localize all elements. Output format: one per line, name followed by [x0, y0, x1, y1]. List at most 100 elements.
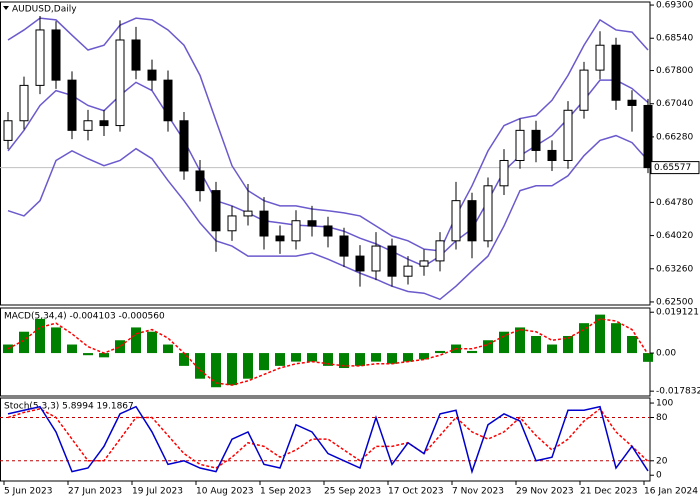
macd-bar [227, 353, 237, 386]
macd-bar [467, 350, 477, 354]
y-tick-label: 0.66280 [656, 132, 693, 142]
x-tick-label: 1 Sep 2023 [260, 487, 311, 497]
y-tick-label: 0.63260 [656, 264, 693, 274]
macd-bar [339, 353, 349, 369]
macd-bar [611, 323, 621, 354]
x-tick-label: 29 Nov 2023 [516, 487, 574, 497]
candle-body [467, 200, 477, 242]
candle-body [115, 39, 125, 127]
x-tick-label: 5 Jun 2023 [4, 487, 52, 497]
candle-body [19, 84, 29, 122]
x-tick-label: 21 Dec 2023 [580, 487, 638, 497]
x-tick-label: 25 Sep 2023 [324, 487, 381, 497]
candle-body [195, 170, 205, 192]
candle-body [51, 29, 61, 81]
candle-body [259, 210, 269, 237]
macd-bar [195, 353, 205, 379]
macd-bar [147, 331, 157, 354]
stoch-main [7, 405, 649, 475]
candle-body [499, 159, 509, 187]
candle-body [3, 120, 13, 141]
macd-bar [499, 331, 509, 354]
y-tick-label: 0.67800 [656, 66, 693, 76]
x-tick-label: 27 Jun 2023 [68, 487, 122, 497]
x-tick-label: 17 Oct 2023 [388, 487, 444, 497]
candle-body [387, 245, 397, 277]
macd-bar [99, 353, 109, 358]
macd-bar [211, 353, 221, 388]
candle-body [147, 69, 157, 81]
y-tick-label: 0.00 [656, 349, 676, 359]
candle-body [179, 120, 189, 172]
macd-bar [643, 353, 653, 362]
candle-body [403, 265, 413, 277]
macd-bar [163, 344, 173, 354]
candle-body [35, 29, 45, 86]
x-tick-label: 7 Nov 2023 [452, 487, 504, 497]
candle-body [83, 120, 93, 131]
macd-bar [179, 353, 189, 366]
candle-body [275, 235, 285, 242]
candle-body [371, 245, 381, 272]
macd-bar [563, 335, 573, 354]
y-tick-label: -0.017832 [656, 387, 700, 397]
macd-bar [35, 318, 45, 354]
y-tick-label: 80 [656, 413, 668, 423]
stoch-title: Stoch(5,3,3) 5.8994 19.1867 [4, 402, 134, 412]
candle-body [579, 69, 589, 111]
bollinger-lower [7, 134, 649, 301]
macd-bar [547, 344, 557, 354]
candle-body [563, 109, 573, 161]
macd-bar [3, 344, 13, 354]
y-tick-label: 0.019121 [656, 308, 699, 318]
macd-bar [243, 353, 253, 379]
y-tick-label: 0.69300 [656, 1, 693, 11]
y-tick-label: 100 [656, 399, 673, 409]
candle-body [163, 79, 173, 122]
macd-bar [435, 350, 445, 354]
y-tick-label: 0 [656, 471, 662, 481]
candle-body [627, 99, 637, 106]
y-tick-label: 0.64020 [656, 231, 693, 241]
macd-bar [419, 353, 429, 360]
candle-body [243, 210, 253, 217]
candle-body [547, 149, 557, 161]
candle-body [451, 200, 461, 242]
macd-bar [51, 327, 61, 354]
macd-bar [275, 353, 285, 366]
x-tick-label: 16 Jan 2024 [644, 487, 698, 497]
candle-body [611, 44, 621, 101]
macd-bar [483, 340, 493, 354]
candle-body [211, 190, 221, 232]
panel-frame [0, 397, 651, 482]
last-price-label: 0.65577 [654, 163, 691, 173]
candle-body [339, 235, 349, 257]
last-price-box [650, 161, 700, 175]
x-tick-label: 10 Aug 2023 [196, 487, 254, 497]
x-tick-label: 19 Jul 2023 [132, 487, 183, 497]
macd-bar [19, 331, 29, 354]
macd-bar [323, 353, 333, 366]
macd-bar [531, 335, 541, 354]
candle-body [99, 120, 109, 127]
candle-body [515, 129, 525, 161]
macd-bar [259, 353, 269, 371]
candle-body [483, 185, 493, 242]
candle-body [131, 39, 141, 71]
chart-title: AUDUSD,Daily [12, 5, 77, 15]
candle-body [323, 225, 333, 237]
title-icon [3, 6, 9, 10]
macd-bar [83, 353, 93, 356]
candle-body [307, 220, 317, 227]
macd-bar [627, 335, 637, 354]
candle-body [595, 44, 605, 71]
macd-bar [403, 353, 413, 362]
candle-body [291, 220, 301, 242]
macd-bar [579, 323, 589, 354]
y-tick-label: 0.62500 [656, 297, 693, 307]
macd-bar [387, 353, 397, 364]
candle-body [531, 129, 541, 151]
candle-body [227, 215, 237, 232]
